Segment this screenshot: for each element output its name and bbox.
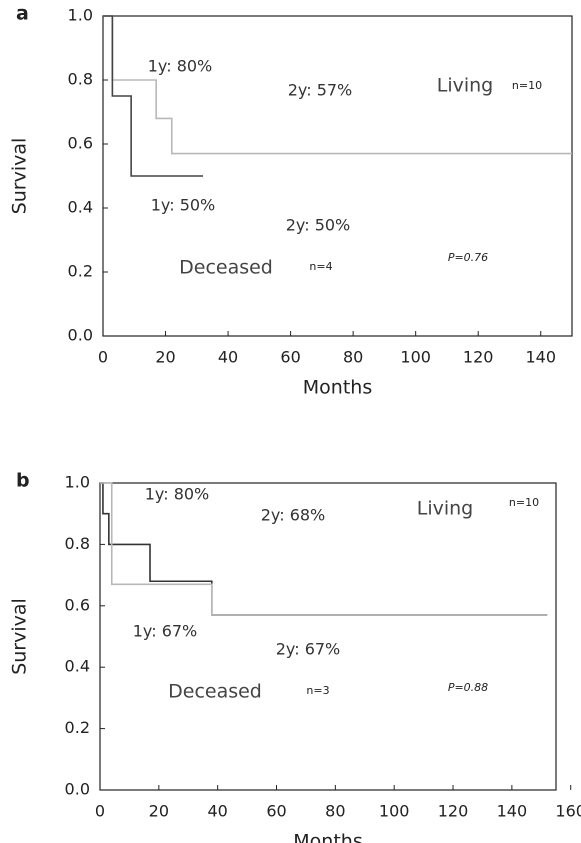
x-tick-label: 40 — [218, 348, 238, 367]
x-tick-label: 40 — [207, 802, 227, 821]
x-tick-label: 20 — [149, 802, 169, 821]
x-tick-label: 100 — [400, 348, 431, 367]
y-axis-label: Survival — [9, 138, 31, 215]
plot-frame — [99, 482, 557, 791]
annotation: 1y: 80% — [145, 485, 210, 504]
annotation: 2y: 50% — [286, 216, 351, 235]
curve-label: Living — [417, 498, 474, 520]
annotation: P=0.76 — [448, 251, 488, 264]
y-tick-label: 0.0 — [65, 780, 90, 799]
panel-label: a — [16, 3, 29, 25]
y-tick-label: 0.4 — [68, 198, 93, 217]
curve-label: Deceased — [168, 681, 262, 703]
curve-label: Deceased — [179, 257, 273, 279]
plot-frame — [102, 15, 573, 337]
x-axis-label: Months — [293, 831, 362, 843]
x-tick-label: 80 — [325, 802, 345, 821]
annotation: n=10 — [512, 79, 542, 92]
x-axis-label: Months — [303, 377, 372, 399]
y-tick-label: 0.6 — [65, 595, 90, 614]
survival-curve — [100, 482, 548, 616]
annotation: 1y: 50% — [151, 196, 216, 215]
y-tick-label: 0.8 — [65, 534, 90, 553]
x-tick-label: 0 — [95, 802, 105, 821]
x-tick-label: 0 — [98, 348, 108, 367]
y-tick-label: 1.0 — [65, 473, 90, 492]
annotation: n=4 — [309, 260, 332, 273]
y-tick-label: 0.2 — [65, 718, 90, 737]
y-tick-label: 0.2 — [68, 262, 93, 281]
y-tick-label: 0.6 — [68, 134, 93, 153]
annotation: P=0.88 — [448, 681, 488, 694]
annotation: n=10 — [509, 496, 539, 509]
x-tick-label: 60 — [266, 802, 286, 821]
annotation: 2y: 68% — [261, 506, 326, 525]
x-tick-label: 80 — [343, 348, 363, 367]
y-axis-label: Survival — [9, 598, 31, 675]
x-tick-label: 140 — [525, 348, 556, 367]
x-tick-label: 120 — [463, 348, 494, 367]
annotation: 1y: 67% — [133, 622, 198, 641]
x-tick-label: 160 — [555, 802, 581, 821]
x-tick-label: 60 — [280, 348, 300, 367]
annotation: 1y: 80% — [148, 57, 213, 76]
y-tick-label: 0.8 — [68, 70, 93, 89]
annotation: 2y: 57% — [288, 81, 353, 100]
panel-label: b — [16, 470, 30, 492]
survival-curve — [103, 15, 204, 177]
x-tick-label: 120 — [438, 802, 469, 821]
y-tick-label: 0.4 — [65, 657, 90, 676]
x-tick-label: 100 — [379, 802, 410, 821]
x-tick-label: 140 — [497, 802, 528, 821]
x-tick-label: 20 — [155, 348, 175, 367]
annotation: 2y: 67% — [276, 640, 341, 659]
y-tick-label: 1.0 — [68, 6, 93, 25]
y-tick-label: 0.0 — [68, 326, 93, 345]
curve-label: Living — [437, 75, 494, 97]
annotation: n=3 — [306, 684, 329, 697]
